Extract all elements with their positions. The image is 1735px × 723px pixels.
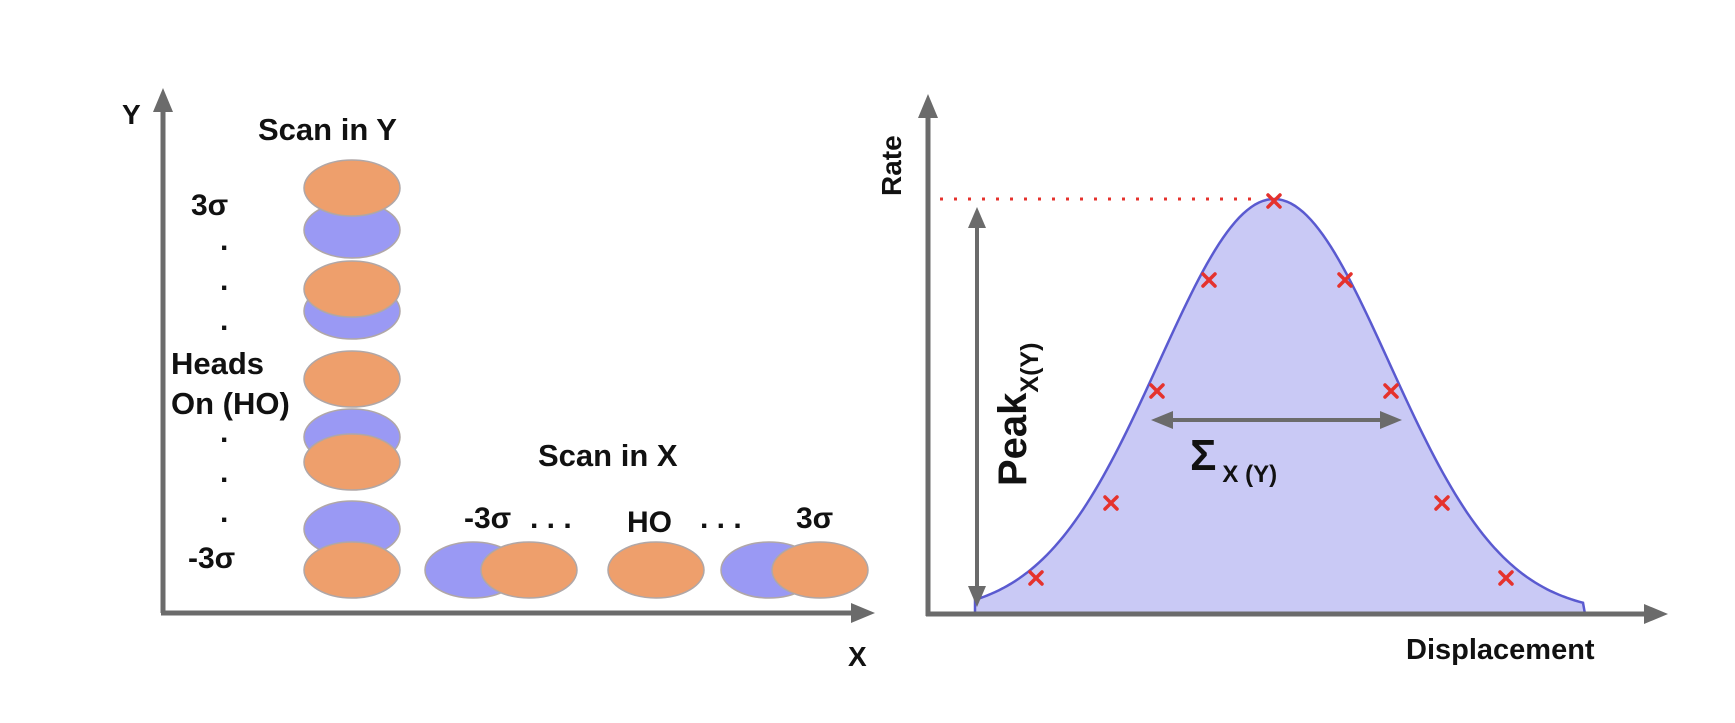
scan-point-marker xyxy=(1201,272,1217,288)
scan-point-marker xyxy=(1383,383,1399,399)
scan-point-marker xyxy=(1337,272,1353,288)
scan-point-marker xyxy=(1149,383,1165,399)
y-scan-dot: . xyxy=(220,224,228,257)
sigma-arrow-right-head xyxy=(1380,411,1402,429)
rate-axis-label: Rate xyxy=(876,135,907,196)
scan-point-marker xyxy=(1266,193,1282,209)
y-scan-dot: . xyxy=(220,304,228,337)
x-scan-dots: . . . xyxy=(700,502,742,535)
scan-point-marker xyxy=(1103,495,1119,511)
y-scan-dot: . xyxy=(220,496,228,529)
scan-in-y-title: Scan in Y xyxy=(258,112,397,147)
scan-point-markers xyxy=(1028,193,1514,586)
x-scan-dots: . . . xyxy=(530,502,572,535)
peak-label-subscript: X(Y) xyxy=(1016,343,1044,393)
scan-point-marker xyxy=(1498,570,1514,586)
orange-beam-ellipse xyxy=(303,433,401,491)
peak-label-main: Peak xyxy=(991,392,1035,486)
y-scan-bottom-label: -3σ xyxy=(188,542,235,575)
sigma-label-subscript: X (Y) xyxy=(1222,461,1277,488)
peak-arrow-top-head xyxy=(968,207,986,228)
scan-in-x-title: Scan in X xyxy=(538,438,678,473)
peak-label: PeakX(Y) xyxy=(991,343,1044,486)
orange-beam-ellipse xyxy=(303,350,401,408)
sigma-label-main: Σ xyxy=(1190,431,1216,480)
displacement-axis-label: Displacement xyxy=(1406,634,1595,666)
sigma-arrow-left-head xyxy=(1151,411,1173,429)
y-scan-top-label: 3σ xyxy=(191,189,228,222)
left-axis-y-label: Y xyxy=(122,99,141,130)
x-scan-center-label: HO xyxy=(627,506,672,539)
orange-beam-ellipse xyxy=(303,541,401,599)
left-panel: Y X Scan in Y Scan in X 3σ . . . Heads O… xyxy=(122,88,875,672)
heads-on-label-line1: Heads xyxy=(171,346,264,381)
gaussian-curve xyxy=(973,197,1587,616)
y-scan-dot: . xyxy=(220,456,228,489)
x-scan-left-label: -3σ xyxy=(464,502,511,535)
orange-beam-ellipse xyxy=(771,541,869,599)
right-y-axis-arrowhead xyxy=(918,94,938,118)
y-scan-beam-pairs xyxy=(303,159,401,599)
scan-point-marker xyxy=(1434,495,1450,511)
orange-beam-ellipse xyxy=(303,159,401,217)
left-y-axis-arrowhead xyxy=(153,88,173,112)
x-scan-beam-pairs xyxy=(424,541,869,599)
y-scan-dot: . xyxy=(220,264,228,297)
peak-arrow-bottom-head xyxy=(968,586,986,607)
orange-beam-ellipse xyxy=(303,260,401,318)
heads-on-label-line2: On (HO) xyxy=(171,386,290,421)
x-scan-right-label: 3σ xyxy=(796,502,833,535)
scan-point-marker xyxy=(1028,570,1044,586)
orange-beam-ellipse xyxy=(607,541,705,599)
left-axis-x-label: X xyxy=(848,641,867,672)
y-scan-dot: . xyxy=(220,416,228,449)
left-x-axis-arrowhead xyxy=(851,603,875,623)
right-x-axis-arrowhead xyxy=(1644,604,1668,624)
orange-beam-ellipse xyxy=(480,541,578,599)
